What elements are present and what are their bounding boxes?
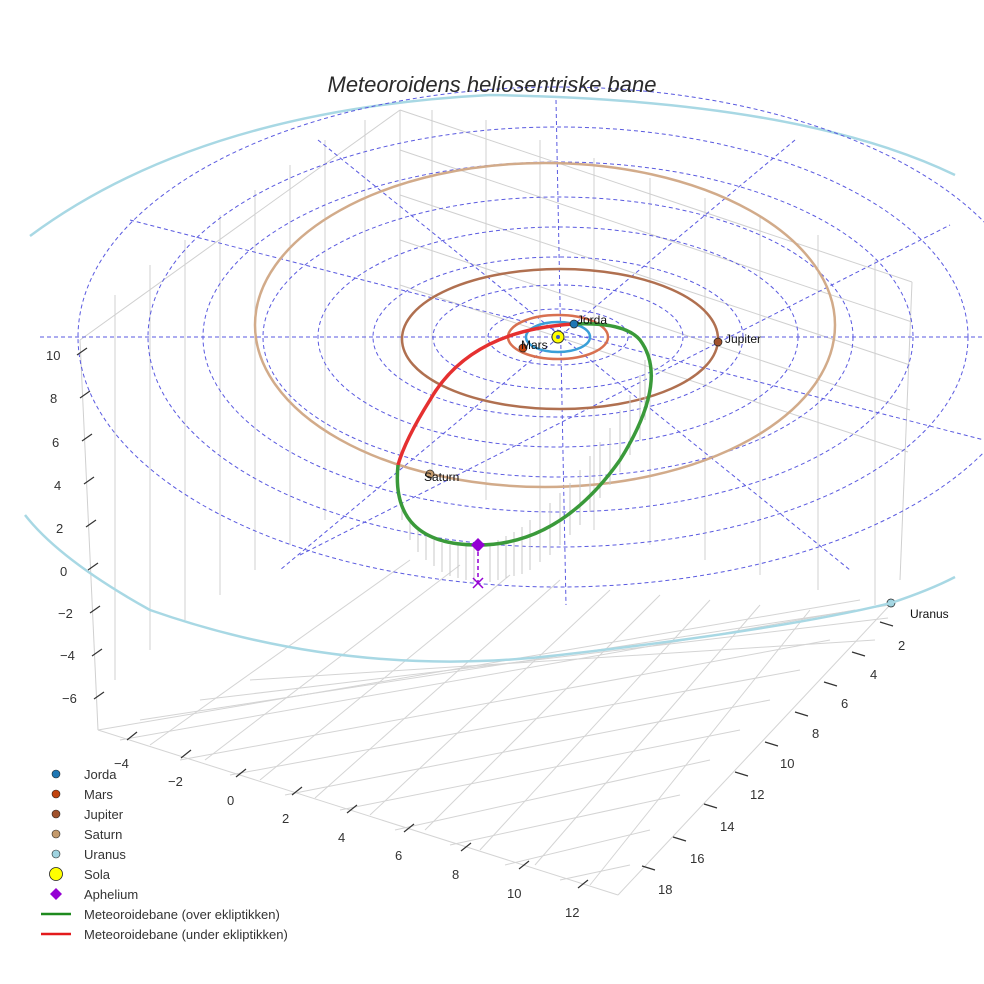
svg-text:4: 4: [54, 478, 61, 493]
svg-text:−2: −2: [58, 606, 73, 621]
svg-text:8: 8: [812, 726, 819, 741]
legend-line-icon: [38, 904, 82, 924]
svg-text:14: 14: [720, 819, 734, 834]
legend-label: Mars: [84, 786, 113, 802]
svg-text:18: 18: [658, 882, 672, 897]
svg-text:16: 16: [690, 851, 704, 866]
legend-label: Jorda: [84, 766, 117, 782]
legend-marker-icon: [38, 764, 82, 784]
legend-marker-icon: [38, 844, 82, 864]
legend-line-icon: [38, 924, 82, 944]
svg-text:8: 8: [452, 867, 459, 882]
y-axis: [641, 621, 894, 871]
jorda-label: Jorda: [577, 313, 607, 327]
svg-text:10: 10: [507, 886, 521, 901]
mars-marker[interactable]: [518, 343, 528, 353]
saturn-label: Saturn: [424, 470, 459, 484]
svg-text:−4: −4: [114, 756, 129, 771]
floor-grid: [97, 559, 891, 896]
svg-text:−6: −6: [62, 691, 77, 706]
legend-item-orbit-under[interactable]: Meteoroidebane (under ekliptikken): [38, 924, 288, 944]
legend-label: Meteoroidebane (over ekliptikken): [84, 906, 280, 922]
svg-text:6: 6: [395, 848, 402, 863]
legend-marker-icon: [38, 824, 82, 844]
svg-text:2: 2: [56, 521, 63, 536]
legend-item-mars[interactable]: Mars: [38, 784, 288, 804]
legend-label: Jupiter: [84, 806, 124, 822]
aphelium-projection-x-icon: [472, 577, 484, 589]
legend-label: Saturn: [84, 826, 123, 842]
jupiter-marker[interactable]: [713, 337, 723, 347]
svg-text:4: 4: [338, 830, 345, 845]
x-axis-tick-labels: −4 −2 0 2 4 6 8 10 12: [114, 756, 579, 920]
uranus-label: Uranus: [910, 607, 949, 621]
legend-label: Aphelium: [84, 886, 139, 902]
svg-text:6: 6: [52, 435, 59, 450]
legend-item-saturn[interactable]: Saturn: [38, 824, 288, 844]
legend-label: Uranus: [84, 846, 126, 862]
aphelium-marker[interactable]: [471, 538, 485, 552]
svg-text:2: 2: [898, 638, 905, 653]
legend-item-orbit-over[interactable]: Meteoroidebane (over ekliptikken): [38, 904, 288, 924]
svg-text:12: 12: [565, 905, 579, 920]
svg-text:0: 0: [60, 564, 67, 579]
svg-text:4: 4: [870, 667, 877, 682]
ecliptic-polar-grid: [40, 86, 984, 606]
mars-label: Mars: [521, 338, 548, 352]
x-axis: [126, 731, 589, 889]
legend-item-sola[interactable]: Sola: [38, 864, 288, 884]
meteoroid-orbit-under-ecliptic: [396, 322, 575, 466]
sun-inner-marker: [556, 335, 560, 339]
chart-title: Meteoroidens heliosentriske bane: [327, 72, 657, 97]
legend: Jorda Mars Jupiter Saturn Uranus Sola: [38, 764, 288, 944]
earth-marker[interactable]: [569, 319, 579, 329]
svg-text:10: 10: [46, 348, 60, 363]
legend-marker-icon: [38, 804, 82, 824]
legend-item-jorda[interactable]: Jorda: [38, 764, 288, 784]
legend-diamond-icon: [38, 884, 82, 904]
z-axis-tick-labels: 10 8 6 4 2 0 −2 −4 −6: [46, 348, 77, 706]
legend-label: Meteoroidebane (under ekliptikken): [84, 926, 288, 942]
legend-marker-icon: [38, 864, 82, 884]
saturn-marker[interactable]: [425, 469, 435, 479]
svg-text:0: 0: [227, 793, 234, 808]
legend-label: Sola: [84, 866, 111, 882]
legend-item-aphelium[interactable]: Aphelium: [38, 884, 288, 904]
svg-text:−2: −2: [168, 774, 183, 789]
legend-item-jupiter[interactable]: Jupiter: [38, 804, 288, 824]
svg-text:−4: −4: [60, 648, 75, 663]
svg-text:6: 6: [841, 696, 848, 711]
legend-item-uranus[interactable]: Uranus: [38, 844, 288, 864]
earth-orbit: [524, 320, 592, 354]
z-axis: [76, 347, 105, 700]
svg-text:2: 2: [282, 811, 289, 826]
meteoroid-orbit-over-ecliptic: [395, 322, 653, 547]
svg-text:12: 12: [750, 787, 764, 802]
y-axis-tick-labels: 2 4 6 8 10 12 14 16 18: [658, 638, 905, 897]
jupiter-label: Jupiter: [725, 332, 761, 346]
svg-text:10: 10: [780, 756, 794, 771]
uranus-orbit-front: [24, 514, 956, 663]
legend-marker-icon: [38, 784, 82, 804]
svg-text:8: 8: [50, 391, 57, 406]
saturn-orbit: [253, 161, 837, 489]
